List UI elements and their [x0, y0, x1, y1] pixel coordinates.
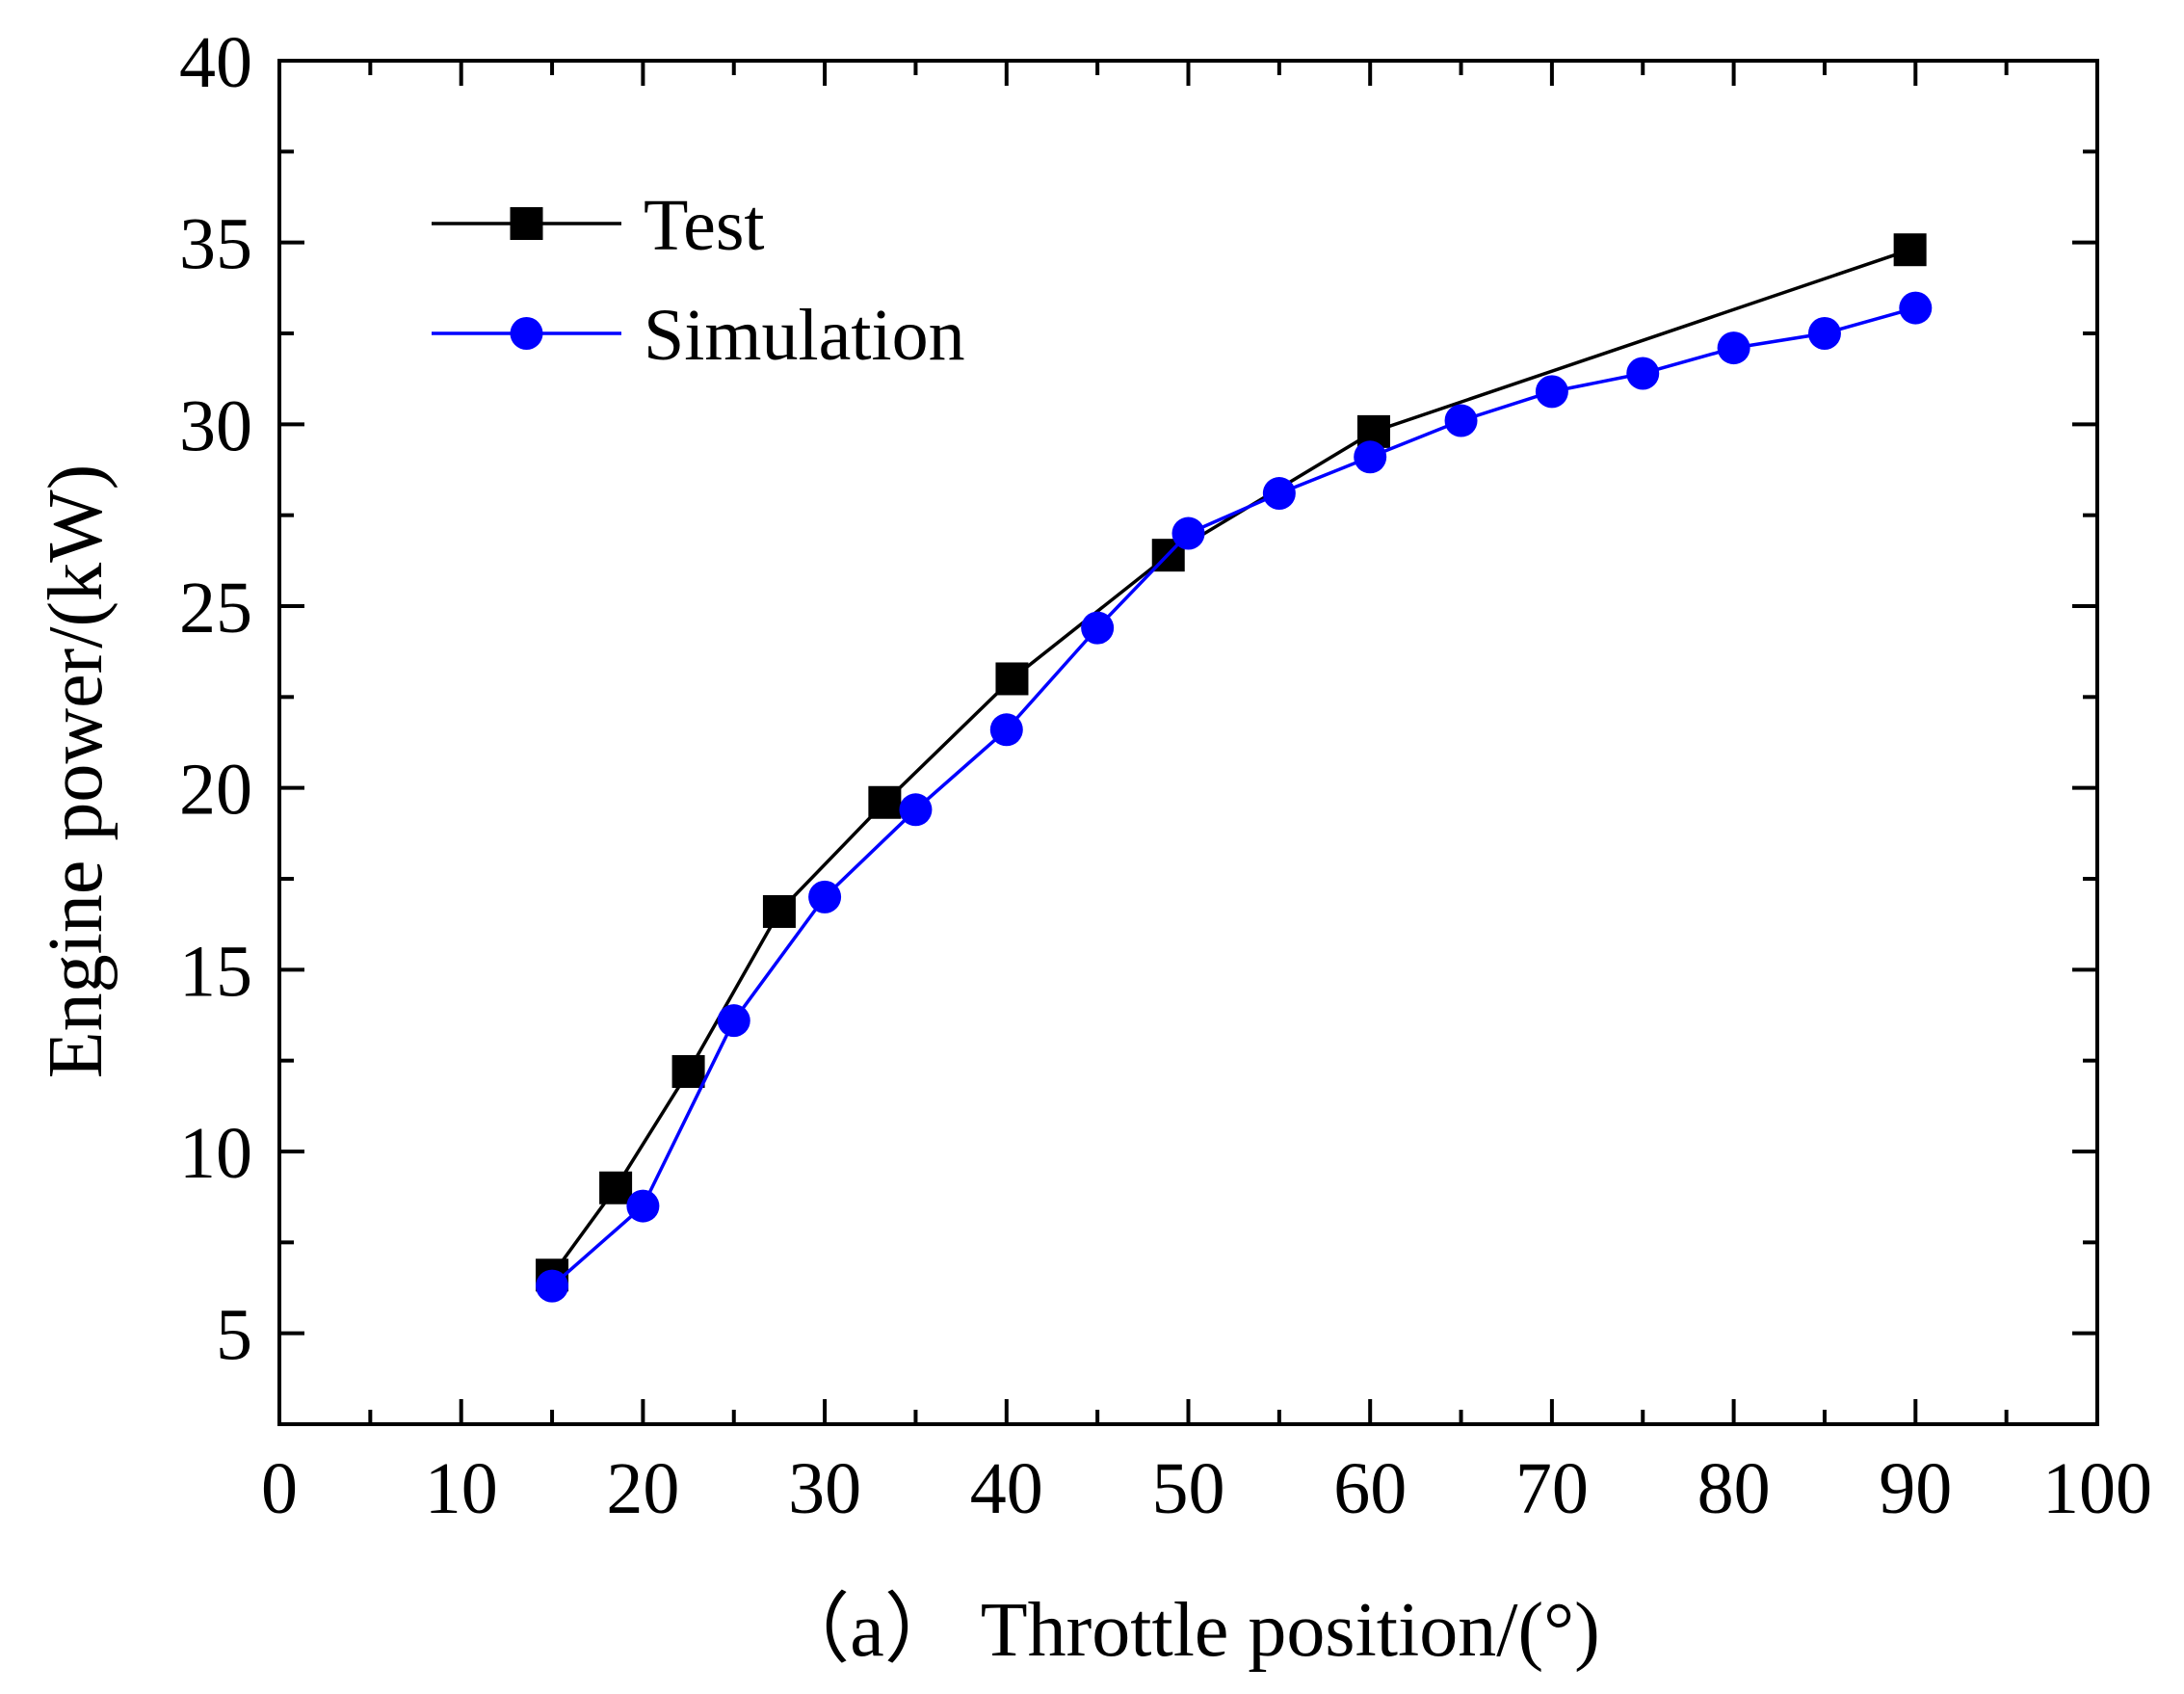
- y-axis-title: Engine power/(kW): [34, 464, 118, 1079]
- data-point-test: [599, 1171, 633, 1204]
- x-tick-label: 30: [788, 1448, 861, 1529]
- y-tick-label: 20: [179, 750, 252, 831]
- data-point-test: [868, 785, 902, 819]
- y-tick-label: 25: [179, 568, 252, 648]
- data-point-simulation: [1807, 317, 1841, 350]
- plot-border: [277, 59, 2099, 1426]
- legend-marker: [510, 317, 543, 350]
- data-point-simulation: [1626, 357, 1660, 390]
- x-axis-ticks: 0 10 20 30 40 50 60 70 80 90 100: [261, 61, 2152, 1529]
- x-tick-label: 40: [970, 1448, 1043, 1529]
- legend-label: Simulation: [644, 295, 965, 376]
- legend-item-simulation: Simulation: [432, 295, 965, 376]
- plot-frame: [277, 59, 2099, 1426]
- data-point-simulation: [1081, 611, 1115, 645]
- x-tick-label: 70: [1515, 1448, 1589, 1529]
- data-point-simulation: [899, 793, 933, 827]
- series-layer: [536, 233, 1933, 1303]
- data-point-simulation: [717, 1004, 750, 1038]
- x-tick-label: 50: [1152, 1448, 1225, 1529]
- x-axis-title: （a） Throttle position/(°): [773, 1588, 1600, 1673]
- x-tick-label: 20: [606, 1448, 679, 1529]
- series-simulation: [536, 291, 1933, 1303]
- series-line-test: [550, 248, 1911, 1277]
- y-tick-label: 5: [216, 1295, 252, 1376]
- data-point-test: [762, 894, 796, 928]
- x-tick-label: 0: [261, 1448, 298, 1529]
- y-tick-label: 40: [179, 22, 252, 103]
- y-tick-label: 30: [179, 385, 252, 466]
- series-test: [536, 233, 1927, 1292]
- legend-marker: [510, 207, 543, 240]
- data-point-simulation: [808, 880, 842, 913]
- data-point-simulation: [1535, 375, 1568, 409]
- data-point-test: [1893, 233, 1927, 267]
- data-point-simulation: [536, 1269, 569, 1303]
- x-tick-label: 90: [1879, 1448, 1952, 1529]
- x-tick-label: 80: [1697, 1448, 1771, 1529]
- x-tick-label: 60: [1333, 1448, 1407, 1529]
- legend-label: Test: [644, 185, 765, 266]
- legend-item-test: Test: [432, 185, 765, 266]
- data-point-simulation: [1899, 291, 1933, 325]
- data-point-simulation: [1262, 477, 1296, 511]
- y-tick-label: 10: [179, 1113, 252, 1194]
- y-tick-label: 35: [179, 204, 252, 285]
- data-point-test: [671, 1054, 705, 1088]
- data-point-simulation: [626, 1189, 660, 1223]
- y-axis-ticks: 5 10 15 20 25 30 35 40: [179, 22, 2097, 1426]
- data-point-test: [995, 662, 1029, 696]
- x-tick-label: 10: [425, 1448, 498, 1529]
- data-point-simulation: [989, 713, 1023, 747]
- legend: Test Simulation: [432, 185, 965, 376]
- data-point-simulation: [1444, 404, 1478, 437]
- data-point-simulation: [1171, 516, 1205, 550]
- y-tick-label: 15: [179, 931, 252, 1012]
- data-point-simulation: [1354, 440, 1387, 474]
- series-line-simulation: [550, 305, 1916, 1287]
- x-tick-label: 100: [2042, 1448, 2152, 1529]
- data-point-simulation: [1717, 331, 1750, 365]
